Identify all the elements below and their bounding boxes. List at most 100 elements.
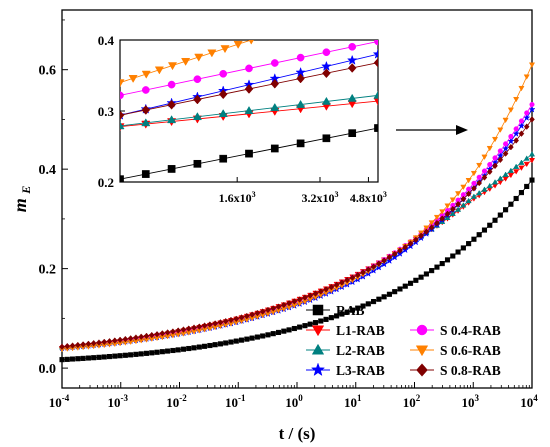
main-series-group: [58, 62, 536, 363]
inset-point-l2-rab: [373, 90, 378, 99]
inset-point-s-0-4-rab: [120, 91, 124, 100]
point-s-0-8-rab: [407, 240, 414, 247]
point-rab: [312, 320, 319, 326]
inset-point-s-0-4-rab: [348, 42, 357, 51]
point-s-0-8-rab: [233, 315, 240, 323]
y-tick-label: 0.6: [39, 64, 57, 79]
x-tick-exponent: -2: [179, 393, 187, 403]
point-rab: [455, 249, 461, 255]
x-tick-base: 10: [285, 395, 298, 410]
point-s-0-8-rab: [196, 323, 203, 330]
point-rab: [128, 352, 134, 358]
inset-point-s-0-6-rab: [233, 40, 243, 49]
point-rab: [196, 344, 202, 350]
legend-label: L2-RAB: [336, 343, 385, 358]
point-rab: [207, 342, 213, 349]
x-tick-base: 10: [108, 395, 121, 410]
point-s-0-8-rab: [270, 305, 277, 312]
point-s-0-8-rab: [455, 200, 461, 208]
point-s-0-8-rab: [207, 321, 213, 328]
point-s-0-6-rab: [428, 220, 435, 226]
inset-x-tick-label: 4.8x103: [350, 190, 387, 205]
point-s-0-6-rab: [518, 85, 525, 92]
point-s-0-8-rab: [291, 298, 298, 305]
point-s-0-4-rab: [497, 148, 503, 154]
y-axis-title: m E: [10, 186, 33, 213]
point-s-0-8-rab: [74, 341, 81, 349]
point-rab: [529, 177, 535, 183]
inset-series-s-0-8-rab: [120, 57, 378, 121]
x-tick-exponent: -4: [62, 393, 70, 403]
legend-marker-l1-rab: [311, 325, 325, 337]
inset-point-s-0-4-rab: [322, 48, 331, 57]
inset-point-l2-rab: [296, 99, 306, 108]
point-s-0-6-rab: [507, 107, 514, 113]
y-axis-title-subscript: E: [19, 186, 33, 195]
point-rab: [202, 343, 208, 349]
point-rab: [344, 309, 350, 315]
point-s-0-8-rab: [328, 283, 335, 291]
point-s-0-8-rab: [365, 266, 372, 273]
point-s-0-8-rab: [317, 288, 324, 295]
point-l1-rab: [497, 179, 504, 186]
point-rab: [165, 348, 171, 354]
legend-label: S 0.6-RAB: [440, 343, 501, 358]
inset-point-s-0-4-rab: [141, 86, 150, 94]
point-rab: [429, 268, 435, 274]
point-s-0-8-rab: [502, 150, 509, 157]
point-s-0-8-rab: [212, 320, 219, 327]
point-rab: [186, 345, 192, 352]
y-tick-label: 0.0: [39, 362, 57, 377]
point-s-0-8-rab: [423, 228, 430, 235]
inset-series-s-0-4-rab: [120, 40, 378, 100]
point-rab: [386, 291, 392, 297]
x-tick-label: 100: [285, 393, 303, 410]
series-rab: [59, 177, 535, 363]
inset-point-l2-rab: [141, 118, 151, 127]
point-s-0-6-rab: [476, 162, 483, 169]
point-rab: [487, 222, 493, 228]
inset-x-tick-exponent: 3: [334, 190, 338, 199]
x-axis-title: t / (s): [279, 424, 316, 443]
point-rab: [355, 305, 361, 311]
point-s-0-8-rab: [386, 254, 393, 261]
point-s-0-8-rab: [492, 162, 498, 170]
x-tick-label: 10-4: [49, 393, 70, 410]
legend-item-l2-rab: L2-RAB: [306, 343, 385, 358]
inset-point-s-0-6-rab: [248, 40, 254, 45]
inset-point-rab: [348, 129, 357, 138]
inset-point-s-0-8-rab: [218, 89, 228, 100]
inset-point-l2-rab: [167, 115, 177, 124]
y-tick-label: 0.2: [39, 263, 57, 278]
x-tick-label: 10-1: [225, 393, 246, 410]
point-s-0-6-rab: [444, 203, 451, 209]
point-l2-rab: [507, 167, 514, 173]
point-rab: [249, 335, 255, 341]
legend-marker-rab: [312, 304, 324, 316]
point-rab: [260, 333, 266, 339]
point-l1-rab: [528, 158, 536, 164]
inset-series-group: [120, 40, 378, 182]
point-s-0-8-rab: [101, 338, 108, 346]
point-l2-rab: [523, 155, 530, 161]
series-s-0-6-rab: [58, 62, 536, 353]
inset-point-rab: [193, 159, 202, 168]
inset-point-rab: [141, 170, 150, 178]
point-s-0-8-rab: [106, 337, 113, 345]
point-s-0-8-rab: [249, 311, 255, 318]
point-rab: [307, 321, 313, 327]
x-tick-base: 10: [344, 395, 357, 410]
point-s-0-8-rab: [412, 236, 419, 244]
point-rab: [143, 350, 150, 356]
inset-point-l3-rab: [346, 54, 358, 65]
point-rab: [503, 207, 509, 213]
point-rab: [286, 327, 292, 333]
point-rab: [471, 236, 477, 242]
point-l1-rab: [507, 172, 514, 179]
point-rab: [297, 324, 303, 330]
point-rab: [302, 323, 308, 329]
point-rab: [381, 294, 387, 300]
point-rab: [360, 303, 366, 309]
point-s-0-6-rab: [454, 191, 462, 197]
point-s-0-4-rab: [529, 101, 535, 108]
